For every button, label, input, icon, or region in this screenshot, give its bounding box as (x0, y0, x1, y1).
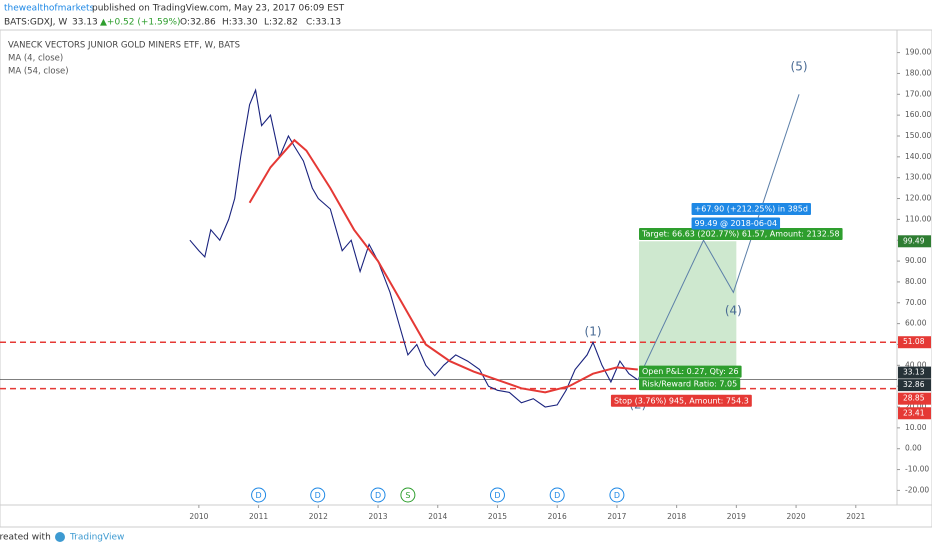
y-tick-label: 180.00 (905, 68, 931, 77)
event-marker (609, 487, 625, 503)
y-tick-label: 160.00 (905, 110, 931, 119)
footer-created: Created with (0, 533, 51, 543)
target-zone (639, 241, 737, 380)
series-line (189, 88, 639, 408)
trade-label-bg (691, 202, 811, 215)
price-tag-label: 28.85 (903, 394, 925, 403)
footer-brand[interactable]: TradingView (69, 533, 124, 543)
x-tick-label: 2018 (667, 512, 686, 521)
x-tick-label: 2021 (846, 512, 865, 521)
trade-label: Target: 66.63 (202.77%) 61.57, Amount: 2… (641, 229, 840, 238)
y-tick-label: 120.00 (905, 194, 931, 203)
published: published on TradingView.com, May 23, 20… (92, 4, 345, 14)
last: 33.13 (72, 18, 98, 28)
symbol: BATS:GDXJ, W (4, 18, 67, 28)
price-tag (898, 392, 931, 405)
y-tick-label: 10.00 (905, 423, 927, 432)
event-marker (370, 487, 386, 503)
price-tag-label: 51.08 (903, 337, 925, 346)
y-tick-label: -10.00 (905, 465, 929, 474)
y-tick-label: 20.00 (905, 402, 927, 411)
y-tick-label: 190.00 (905, 48, 931, 57)
trade-label: Stop (3.76%) 945, Amount: 754.3 (614, 396, 749, 405)
y-tick-label: 110.00 (905, 214, 931, 223)
y-tick-label: 70.00 (905, 298, 927, 307)
trade-label: Risk/Reward Ratio: 7.05 (642, 380, 737, 389)
wave-label: (5) (791, 60, 808, 74)
y-tick-label: 0.00 (905, 444, 922, 453)
y-tick-label: 80.00 (905, 277, 927, 286)
price-tag-label: 33.13 (903, 368, 925, 377)
x-tick-label: 2012 (309, 512, 328, 521)
event-marker (549, 487, 565, 503)
price-tag-label: 32.86 (903, 380, 925, 389)
y-tick-label: 140.00 (905, 152, 931, 161)
event-label: D (256, 491, 262, 500)
x-tick-label: 2015 (488, 512, 507, 521)
wave-label: (1) (585, 324, 602, 338)
event-marker (489, 487, 505, 503)
x-tick-label: 2017 (607, 512, 626, 521)
ohlc: L:32.82 (264, 18, 298, 28)
y-tick-label: 130.00 (905, 173, 931, 182)
x-tick-label: 2011 (249, 512, 268, 521)
legend-entry: MA (54, close) (8, 67, 69, 77)
ohlc: H:33.30 (222, 18, 258, 28)
event-label: D (614, 491, 620, 500)
change: ▲+0.52 (+1.59%) (100, 18, 181, 28)
trade-label-bg (639, 227, 843, 240)
y-tick-label: 150.00 (905, 131, 931, 140)
series-line (248, 138, 638, 394)
price-tag (898, 235, 931, 248)
x-tick-label: 2013 (368, 512, 387, 521)
event-label: D (494, 491, 500, 500)
y-tick-label: 40.00 (905, 360, 927, 369)
price-tag-label: 99.49 (903, 236, 925, 245)
chart-title: VANECK VECTORS JUNIOR GOLD MINERS ETF, W… (8, 41, 240, 51)
price-tag-label: 23.41 (903, 408, 925, 417)
y-tick-label: -20.00 (905, 485, 929, 494)
event-marker (310, 487, 326, 503)
ohlc: C:33.13 (306, 18, 341, 28)
x-tick-label: 2016 (548, 512, 567, 521)
price-tag (898, 336, 931, 349)
event-label: D (375, 491, 381, 500)
event-label: S (405, 491, 410, 500)
trade-label-bg (691, 217, 781, 230)
wave-line (637, 94, 800, 381)
x-tick-label: 2014 (428, 512, 447, 521)
trade-label: 99.49 @ 2018-06-04 (695, 219, 777, 228)
event-label: D (554, 491, 560, 500)
event-marker (251, 487, 267, 503)
trade-label-bg (639, 365, 742, 378)
trade-label-bg (610, 394, 752, 407)
y-tick-label: 170.00 (905, 89, 931, 98)
trade-label-bg (639, 378, 741, 391)
trade-label: Open P&L: 0.27, Qty: 26 (642, 367, 739, 376)
logo (55, 532, 65, 542)
trade-label: +67.90 (+212.25%) in 385d (695, 204, 808, 213)
price-tag (898, 379, 931, 392)
chart-frame (0, 29, 932, 528)
x-tick-label: 2020 (787, 512, 806, 521)
ohlc: O:32.86 (180, 18, 216, 28)
price-tag (898, 407, 931, 420)
y-tick-label: 90.00 (905, 256, 927, 265)
author[interactable]: thewealthofmarkets (4, 4, 95, 14)
plot: (1)(2)(4)(5)Target: 66.63 (202.77%) 61.5… (0, 60, 897, 411)
event-marker (400, 487, 416, 503)
event-label: D (315, 491, 321, 500)
x-tick-label: 2019 (727, 512, 746, 521)
legend-entry: MA (4, close) (8, 54, 63, 64)
y-tick-label: 60.00 (905, 319, 927, 328)
price-tag (898, 366, 931, 379)
x-tick-label: 2010 (189, 512, 208, 521)
wave-label: (4) (725, 304, 742, 318)
